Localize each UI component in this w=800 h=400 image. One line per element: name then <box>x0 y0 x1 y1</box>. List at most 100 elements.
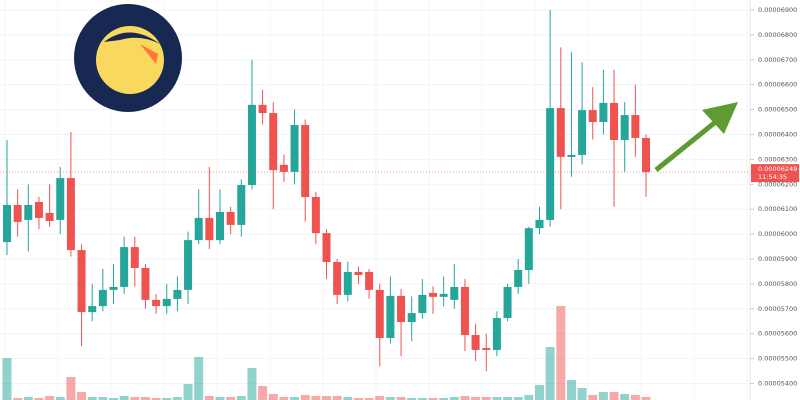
volume-bar <box>55 397 65 400</box>
candle-body <box>194 217 203 241</box>
candle-body <box>482 347 491 350</box>
volume-bar <box>77 392 87 400</box>
volume-bar <box>513 397 523 400</box>
candle-body <box>567 154 576 157</box>
volume-bar <box>460 396 470 400</box>
y-tick-label: 0.00005600 <box>758 330 797 338</box>
volume-bar <box>130 397 140 400</box>
volume-bar <box>492 397 502 400</box>
countdown: 11:54:35 <box>758 173 787 181</box>
candle-body <box>397 295 406 323</box>
candle-body <box>492 318 501 350</box>
volume-bar <box>577 388 587 400</box>
candle-body <box>524 228 533 270</box>
volume-bar <box>524 395 534 400</box>
volume-bar <box>226 397 236 400</box>
candle-body <box>375 289 384 338</box>
volume-bar <box>620 394 630 400</box>
volume-bar <box>322 396 331 400</box>
candle-body <box>152 299 161 307</box>
candle-body <box>56 178 65 220</box>
candle-body <box>354 271 363 275</box>
y-tick-label: 0.00005700 <box>758 305 797 313</box>
candle-body <box>301 125 310 198</box>
candle-body <box>365 271 374 290</box>
y-axis: 0.00006900 0.00006800 0.00006700 0.00006600… <box>0 6 799 388</box>
volume-bar <box>428 398 438 400</box>
arrow <box>654 102 738 172</box>
candle-body <box>642 137 650 173</box>
candle-body <box>66 178 75 251</box>
candle-body <box>514 269 523 287</box>
candle-body <box>386 295 395 338</box>
candle-body <box>556 108 565 157</box>
candle-body <box>311 197 320 234</box>
volume-bar <box>375 396 385 400</box>
candle-body <box>418 294 427 314</box>
y-tick-label: 0.00005500 <box>758 355 797 363</box>
volume-bar <box>353 398 363 400</box>
candles <box>3 9 650 372</box>
candle-body <box>450 286 459 300</box>
volume-bar <box>119 396 129 400</box>
candle-body <box>429 292 437 297</box>
y-tick-label: 0.00005800 <box>758 280 797 288</box>
volume-bar <box>556 306 566 400</box>
candle-body <box>620 115 629 140</box>
candle-body <box>226 211 235 225</box>
candle-body <box>120 247 129 287</box>
volume-bar <box>183 384 193 400</box>
candle-body <box>3 204 11 243</box>
volume-bar <box>204 396 214 400</box>
volume-bar <box>609 392 619 400</box>
candle-body <box>322 233 331 263</box>
candle-body <box>279 164 288 172</box>
volume-bar <box>481 397 491 400</box>
candle-body <box>535 219 544 229</box>
candle-body <box>631 115 640 138</box>
candle-body <box>407 313 416 323</box>
arrow-head <box>702 102 738 134</box>
volume-bar <box>588 395 598 400</box>
y-tick-label: 0.00006200 <box>758 180 797 188</box>
volume-bar <box>439 398 449 400</box>
candle-body <box>205 217 214 241</box>
volume-bar <box>396 397 406 400</box>
candle-body <box>578 110 587 155</box>
candle-body <box>141 267 150 300</box>
volume-bar <box>87 397 97 400</box>
volume-bar <box>109 398 118 400</box>
candle-body <box>173 289 182 299</box>
volume-bar <box>630 395 640 400</box>
volume-bar <box>13 398 23 400</box>
y-tick-label: 0.00006400 <box>758 130 797 138</box>
logo-moon <box>96 26 164 94</box>
candle-body <box>460 286 469 335</box>
candle-body <box>258 104 267 114</box>
volume-bar <box>417 398 427 400</box>
logo-flare <box>140 44 158 64</box>
candle-body <box>343 271 352 295</box>
volume-bar <box>545 347 555 400</box>
volume-bar <box>566 380 576 400</box>
volume-bar <box>98 397 108 400</box>
y-tick-label: 0.00005400 <box>758 380 797 388</box>
candle-body <box>45 212 54 221</box>
candle-body <box>237 185 246 225</box>
candle-body <box>162 298 171 307</box>
candle-body <box>588 110 597 123</box>
last-price-label: 0.00006249 <box>758 165 797 173</box>
volume-bar <box>66 377 76 400</box>
candle-body <box>24 204 33 220</box>
candle-body <box>247 104 256 186</box>
volume-bar <box>151 398 161 400</box>
volume-bar <box>236 396 246 400</box>
volume-bar <box>641 397 651 400</box>
y-tick-label: 0.00006600 <box>758 81 797 89</box>
logo <box>74 4 182 112</box>
volume-bar <box>449 397 459 400</box>
volume-bar <box>343 397 353 400</box>
candle-body <box>98 289 107 307</box>
volume-bar <box>247 368 257 400</box>
volume-bar <box>172 397 182 400</box>
